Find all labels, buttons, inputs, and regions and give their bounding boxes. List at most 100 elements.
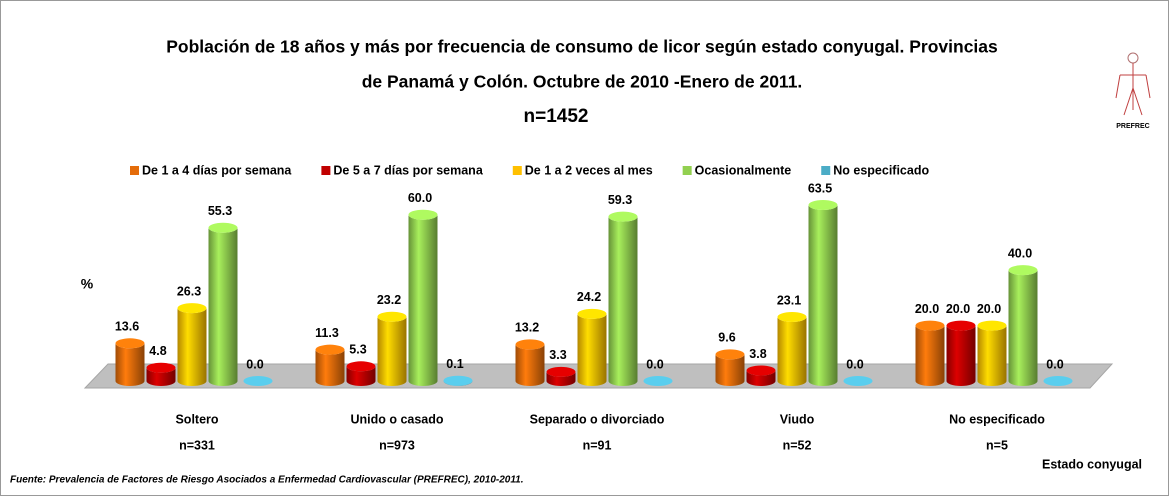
bar-top xyxy=(146,362,176,373)
bar xyxy=(346,366,376,387)
value-label: 59.3 xyxy=(608,193,632,207)
x-tick-sublabel: n=5 xyxy=(986,438,1008,452)
bar xyxy=(146,367,176,387)
bar-top xyxy=(315,344,345,355)
logo-text: PREFREC xyxy=(1116,123,1149,130)
bar xyxy=(177,308,207,386)
x-tick-label: No especificado xyxy=(949,412,1045,426)
x-tick-sublabel: n=331 xyxy=(179,438,215,452)
bar xyxy=(208,227,238,387)
bar xyxy=(408,214,438,387)
bar-top xyxy=(546,366,576,377)
bar-top xyxy=(977,320,1007,331)
bar xyxy=(377,316,407,387)
x-tick-sublabel: n=973 xyxy=(379,438,415,452)
x-tick-label: Viudo xyxy=(780,412,815,426)
bar xyxy=(946,325,976,387)
x-tick-sublabel: n=52 xyxy=(783,438,812,452)
bar-top xyxy=(808,200,838,211)
legend-swatch xyxy=(682,166,692,175)
bar xyxy=(577,313,607,387)
x-axis-label: Estado conyugal xyxy=(1042,457,1142,471)
value-label: 13.2 xyxy=(515,321,539,335)
bar xyxy=(715,354,745,387)
value-label: 0.0 xyxy=(246,357,263,371)
legend-swatch xyxy=(821,166,831,175)
legend-label: No especificado xyxy=(833,163,929,177)
bar xyxy=(515,344,545,387)
bar-top xyxy=(377,311,407,322)
x-tick-label: Separado o divorciado xyxy=(530,412,665,426)
x-tick-label: Unido o casado xyxy=(350,412,443,426)
bar-top xyxy=(643,376,673,386)
legend-label: De 1 a 4 días por semana xyxy=(142,163,292,177)
logo: PREFREC xyxy=(1115,52,1151,130)
bar-top xyxy=(946,320,976,331)
legend-label: De 5 a 7 días por semana xyxy=(333,163,483,177)
chart-title: Población de 18 años y más por frecuenci… xyxy=(166,37,998,57)
bar xyxy=(915,325,945,387)
bar-top xyxy=(243,376,273,386)
legend-label: Ocasionalmente xyxy=(695,163,792,177)
value-label: 3.8 xyxy=(749,347,766,361)
value-label: 13.6 xyxy=(115,320,139,334)
bar-top xyxy=(208,222,238,233)
value-label: 20.0 xyxy=(946,302,970,316)
legend-swatch xyxy=(130,166,139,175)
value-label: 23.1 xyxy=(777,293,801,307)
bar xyxy=(1008,270,1038,387)
x-tick-sublabel: n=91 xyxy=(583,438,612,452)
value-label: 3.3 xyxy=(549,348,566,362)
bar-top xyxy=(608,211,638,222)
value-label: 23.2 xyxy=(377,293,401,307)
legend-swatch xyxy=(512,166,522,175)
bar-top xyxy=(115,338,145,349)
value-label: 63.5 xyxy=(808,181,832,195)
value-label: 20.0 xyxy=(915,302,939,316)
value-label: 0.0 xyxy=(646,357,663,371)
bar-top xyxy=(1008,265,1038,276)
x-tick-label: Soltero xyxy=(175,412,218,426)
bar-top xyxy=(346,361,376,372)
bar-top xyxy=(777,311,807,322)
value-label: 0.1 xyxy=(446,357,463,371)
value-label: 40.0 xyxy=(1008,246,1032,260)
bar xyxy=(315,349,345,387)
bar-top xyxy=(515,339,545,350)
bar-top xyxy=(443,375,473,386)
bar xyxy=(977,325,1007,387)
legend-swatch xyxy=(321,166,331,175)
bar-top xyxy=(577,308,607,319)
value-label: 5.3 xyxy=(349,343,366,357)
bar-top xyxy=(715,349,745,360)
legend-label: De 1 a 2 veces al mes xyxy=(525,163,653,177)
value-label: 20.0 xyxy=(977,302,1001,316)
bar-top xyxy=(408,209,438,220)
bar-top xyxy=(177,303,207,314)
bar-top xyxy=(1043,376,1073,386)
bar xyxy=(546,371,576,387)
bar-top xyxy=(746,365,776,376)
bar xyxy=(808,205,838,387)
value-label: 26.3 xyxy=(177,284,201,298)
value-label: 11.3 xyxy=(315,326,339,340)
bar xyxy=(115,343,145,387)
value-label: 55.3 xyxy=(208,204,232,218)
value-label: 0.0 xyxy=(1046,357,1063,371)
source-note: Fuente: Prevalencia de Factores de Riesg… xyxy=(10,475,524,486)
y-axis-label: % xyxy=(81,276,94,292)
bar-top xyxy=(915,320,945,331)
value-label: 24.2 xyxy=(577,290,601,304)
chart-subtitle: n=1452 xyxy=(524,106,589,127)
value-label: 4.8 xyxy=(149,344,166,358)
value-label: 60.0 xyxy=(408,191,432,205)
chart-title: de Panamá y Colón. Octubre de 2010 -Ener… xyxy=(362,72,803,92)
bar xyxy=(608,216,638,387)
bar xyxy=(777,316,807,387)
bar xyxy=(746,370,776,387)
value-label: 0.0 xyxy=(846,357,863,371)
bar-top xyxy=(843,376,873,386)
value-label: 9.6 xyxy=(718,331,735,345)
